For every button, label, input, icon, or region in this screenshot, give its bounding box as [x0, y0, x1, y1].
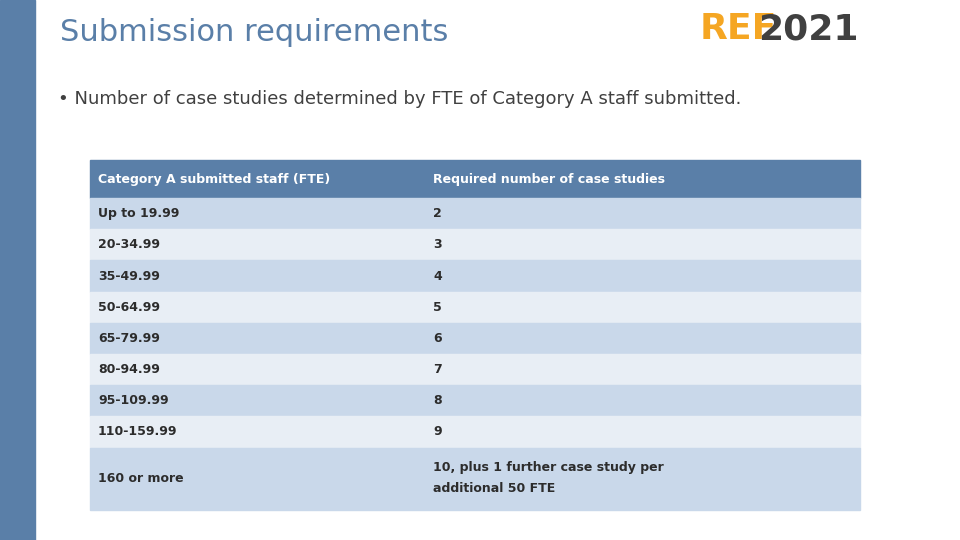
Text: 3: 3: [433, 238, 442, 251]
Text: 10, plus 1 further case study per: 10, plus 1 further case study per: [433, 461, 663, 474]
Text: 2021: 2021: [758, 12, 858, 46]
Text: 80-94.99: 80-94.99: [98, 363, 160, 376]
Text: REF: REF: [700, 12, 778, 46]
Text: 8: 8: [433, 394, 442, 407]
Text: Required number of case studies: Required number of case studies: [433, 172, 665, 186]
Text: 2: 2: [433, 207, 442, 220]
Text: 6: 6: [433, 332, 442, 345]
Text: 65-79.99: 65-79.99: [98, 332, 160, 345]
Text: Submission requirements: Submission requirements: [60, 18, 448, 47]
Text: 50-64.99: 50-64.99: [98, 301, 160, 314]
Text: 7: 7: [433, 363, 442, 376]
Text: Up to 19.99: Up to 19.99: [98, 207, 180, 220]
Text: Category A submitted staff (FTE): Category A submitted staff (FTE): [98, 172, 330, 186]
Text: 160 or more: 160 or more: [98, 472, 183, 485]
Text: • Number of case studies determined by FTE of Category A staff submitted.: • Number of case studies determined by F…: [58, 90, 741, 108]
Text: 35-49.99: 35-49.99: [98, 269, 160, 282]
Text: 110-159.99: 110-159.99: [98, 426, 178, 438]
Text: 4: 4: [433, 269, 442, 282]
Text: 5: 5: [433, 301, 442, 314]
Text: 95-109.99: 95-109.99: [98, 394, 169, 407]
Text: 20-34.99: 20-34.99: [98, 238, 160, 251]
Text: 9: 9: [433, 426, 442, 438]
Text: additional 50 FTE: additional 50 FTE: [433, 482, 555, 495]
